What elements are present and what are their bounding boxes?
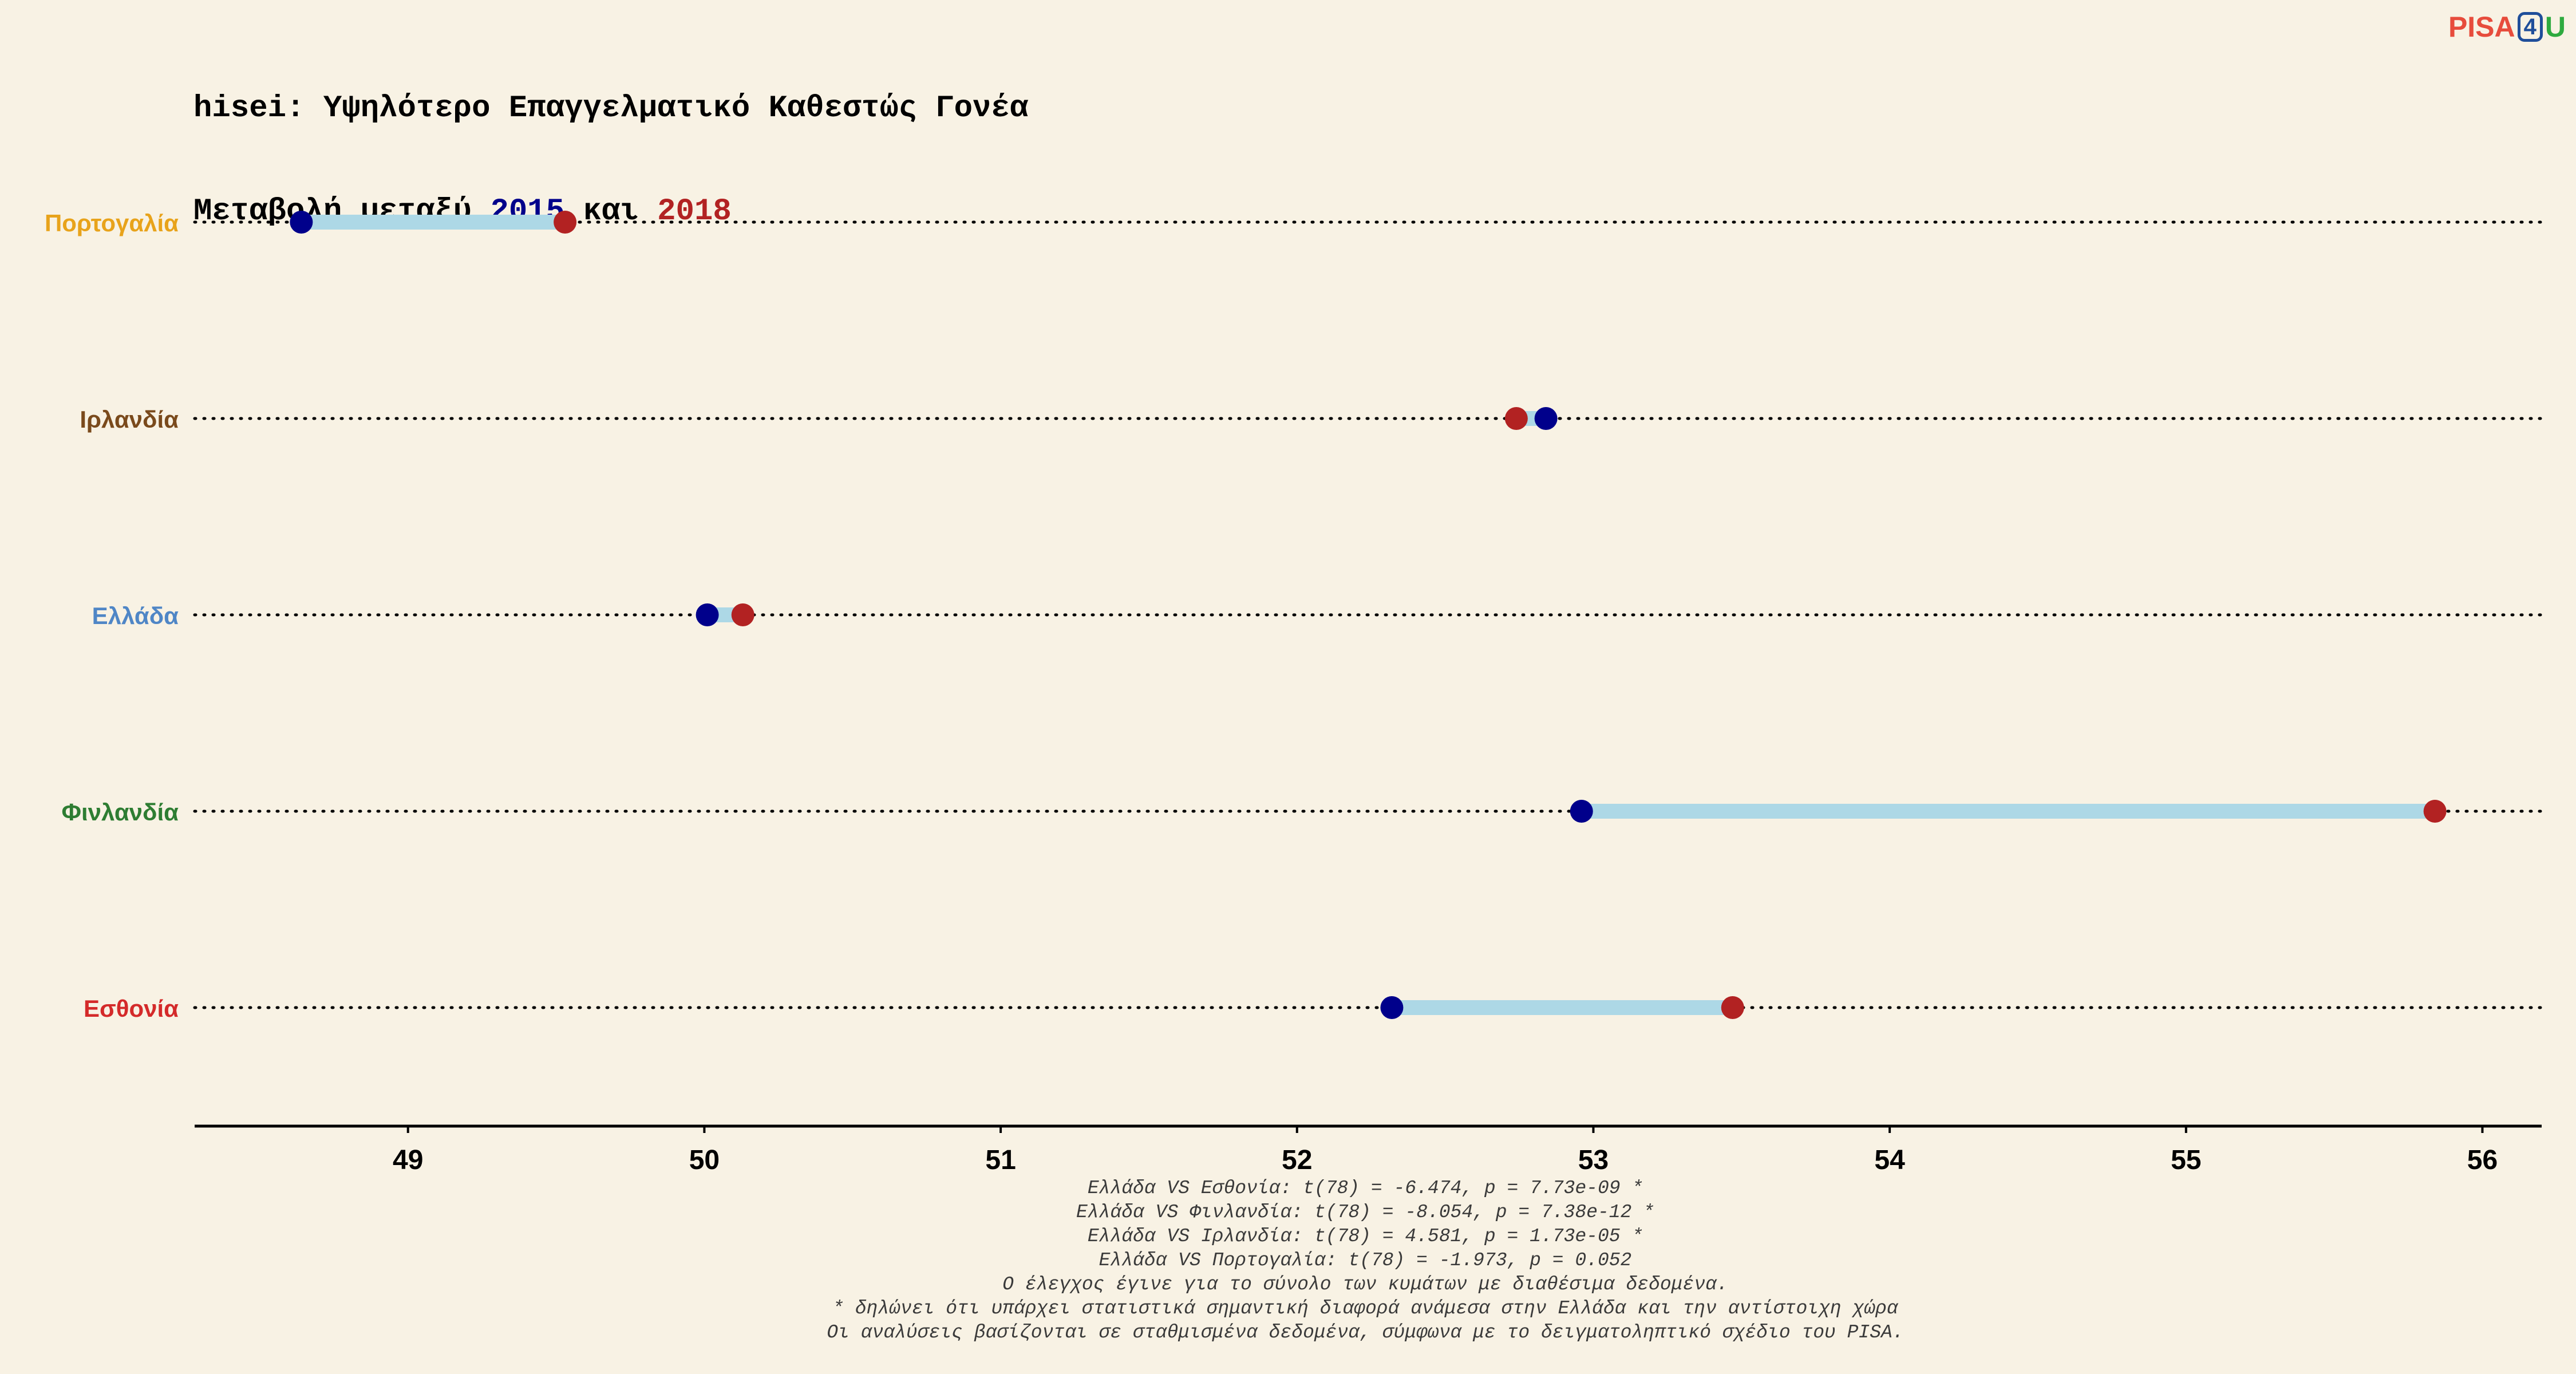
point-2015 bbox=[1380, 996, 1404, 1019]
footer-line: * δηλώνει ότι υπάρχει στατιστικά σημαντι… bbox=[832, 1298, 1898, 1319]
x-tick-label: 55 bbox=[2171, 1145, 2201, 1175]
x-tick-label: 51 bbox=[985, 1145, 1016, 1175]
subtitle-year-2018: 2018 bbox=[657, 194, 732, 229]
point-2018 bbox=[1721, 996, 1744, 1019]
chart-footer-notes: Ελλάδα VS Εσθονία: t(78) = -6.474, p = 7… bbox=[0, 1176, 2576, 1345]
point-2018 bbox=[1504, 407, 1528, 430]
x-tick-label: 49 bbox=[393, 1145, 423, 1175]
x-tick-label: 53 bbox=[1578, 1145, 1609, 1175]
point-2015 bbox=[290, 211, 313, 234]
footer-line: Ελλάδα VS Φινλανδία: t(78) = -8.054, p =… bbox=[1076, 1202, 1654, 1223]
footer-line: Οι αναλύσεις βασίζονται σε σταθμισμένα δ… bbox=[827, 1322, 1904, 1343]
footer-line: Ελλάδα VS Πορτογαλία: t(78) = -1.973, p … bbox=[1099, 1250, 1632, 1271]
subtitle-middle: και bbox=[564, 194, 658, 229]
chart-title: hisei: Υψηλότερο Επαγγελματικό Καθεστώς … bbox=[193, 91, 1029, 126]
point-2015 bbox=[1570, 800, 1593, 823]
footer-line: Ελλάδα VS Εσθονία: t(78) = -6.474, p = 7… bbox=[1087, 1178, 1643, 1199]
pisa4u-logo: PISA 4 U bbox=[2448, 7, 2566, 47]
logo-u: U bbox=[2545, 11, 2566, 43]
logo-pisa: PISA bbox=[2448, 11, 2515, 43]
point-2018 bbox=[2423, 800, 2447, 823]
x-tick-label: 54 bbox=[1874, 1145, 1905, 1175]
logo-four: 4 bbox=[2517, 12, 2543, 42]
category-label: Ελλάδα bbox=[92, 602, 179, 629]
x-tick-label: 52 bbox=[1282, 1145, 1312, 1175]
category-label: Ιρλανδία bbox=[80, 406, 179, 433]
x-tick-label: 56 bbox=[2467, 1145, 2498, 1175]
footer-line: Ο έλεγχος έγινε για το σύνολο των κυμάτω… bbox=[1002, 1274, 1728, 1295]
point-2018 bbox=[554, 211, 577, 234]
category-label: Φινλανδία bbox=[62, 799, 179, 826]
footer-line: Ελλάδα VS Ιρλανδία: t(78) = 4.581, p = 1… bbox=[1087, 1226, 1643, 1247]
x-tick-label: 50 bbox=[689, 1145, 720, 1175]
category-label: Πορτογαλία bbox=[45, 210, 179, 236]
point-2018 bbox=[731, 603, 754, 626]
category-label: Εσθονία bbox=[84, 995, 179, 1022]
point-2015 bbox=[1534, 407, 1558, 430]
point-2015 bbox=[696, 603, 719, 626]
